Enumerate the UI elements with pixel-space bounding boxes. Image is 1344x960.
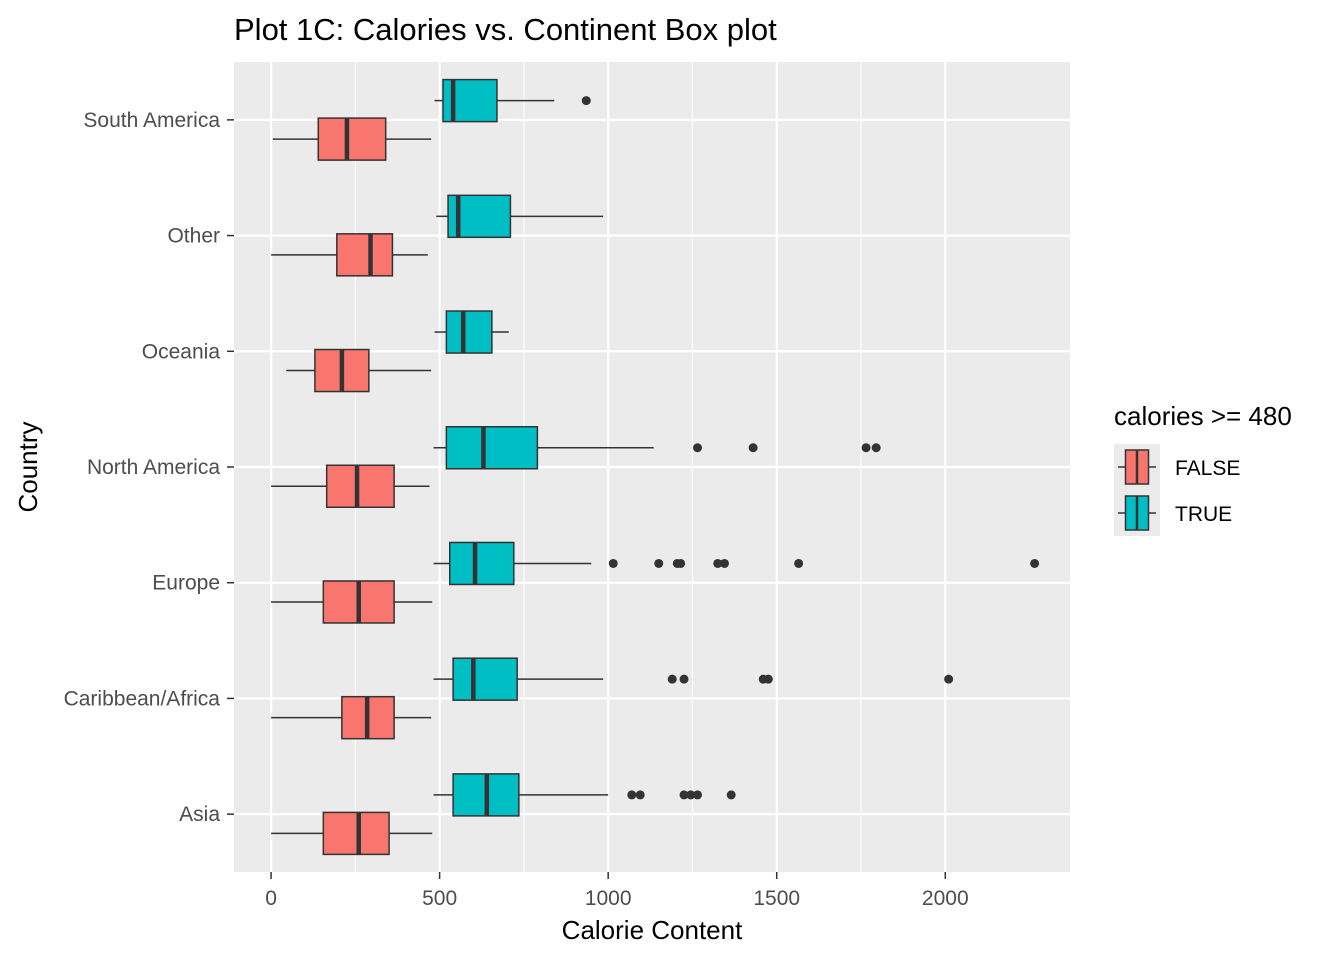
outlier-point xyxy=(679,790,689,800)
outlier-point xyxy=(726,790,736,800)
box-true-caribbean-africa xyxy=(433,657,954,701)
box-iqr xyxy=(445,426,539,470)
box-iqr xyxy=(317,117,387,161)
box-true-asia xyxy=(433,773,736,817)
outlier-point xyxy=(944,674,954,684)
chart-title: Plot 1C: Calories vs. Continent Box plot xyxy=(234,12,777,47)
box-false-other xyxy=(271,233,428,277)
x-axis: 0 500 1000 1500 2000 xyxy=(265,872,969,910)
outlier-point xyxy=(627,790,637,800)
box-false-south-america xyxy=(272,117,432,161)
y-tick-label: Oceania xyxy=(142,340,221,363)
y-tick-label: South America xyxy=(83,109,220,132)
y-axis-title: Country xyxy=(13,421,43,512)
outlier-point xyxy=(679,674,689,684)
box-series xyxy=(271,78,1040,856)
outlier-point xyxy=(686,790,696,800)
box-true-north-america xyxy=(433,426,881,470)
y-tick-label: North America xyxy=(87,456,220,479)
box-iqr xyxy=(452,657,518,701)
outlier-point xyxy=(635,790,645,800)
box-true-other xyxy=(436,194,604,239)
box-iqr xyxy=(322,811,390,856)
box-true-oceania xyxy=(434,310,509,354)
outlier-point xyxy=(608,558,618,568)
outlier-point xyxy=(763,674,773,684)
y-tick-label: Caribbean/Africa xyxy=(64,687,221,710)
outlier-point xyxy=(667,674,677,684)
x-tick-label: 1500 xyxy=(753,887,800,910)
box-false-asia xyxy=(271,811,433,856)
outlier-point xyxy=(676,558,686,568)
outlier-point xyxy=(871,443,881,453)
y-axis: Asia Caribbean/Africa Europe North America O… xyxy=(64,109,234,826)
x-axis-title: Calorie Content xyxy=(562,915,743,945)
outlier-point xyxy=(581,96,591,106)
outlier-point xyxy=(693,790,703,800)
box-false-caribbean-africa xyxy=(271,695,432,740)
y-tick-label: Asia xyxy=(179,803,220,826)
outlier-point xyxy=(719,558,729,568)
legend-key-true xyxy=(1114,490,1160,536)
outlier-point xyxy=(794,558,804,568)
x-tick-label: 1000 xyxy=(585,887,632,910)
box-iqr xyxy=(445,310,493,354)
box-false-north-america xyxy=(271,464,430,508)
box-iqr xyxy=(448,541,515,586)
x-tick-label: 2000 xyxy=(922,887,969,910)
box-false-europe xyxy=(271,580,433,624)
box-iqr xyxy=(336,233,394,277)
outlier-point xyxy=(693,443,703,453)
grid-lines xyxy=(234,62,1070,872)
x-tick-label: 500 xyxy=(422,887,457,910)
outlier-point xyxy=(748,443,758,453)
box-false-oceania xyxy=(286,348,432,393)
legend-label-false: FALSE xyxy=(1175,457,1240,480)
box-true-europe xyxy=(433,541,1040,586)
box-true-south-america xyxy=(434,78,591,123)
outlier-point xyxy=(713,558,723,568)
legend-key-false xyxy=(1114,444,1160,490)
outlier-point xyxy=(1030,558,1040,568)
legend-label-true: TRUE xyxy=(1175,503,1232,526)
outlier-point xyxy=(654,558,664,568)
legend-title: calories >= 480 xyxy=(1114,401,1292,431)
outlier-point xyxy=(861,443,871,453)
x-tick-label: 0 xyxy=(265,887,277,910)
legend: calories >= 480 FALSE TRUE xyxy=(1114,401,1292,536)
y-tick-label: Europe xyxy=(152,572,220,595)
box-iqr xyxy=(325,464,395,508)
y-tick-label: Other xyxy=(167,225,220,248)
